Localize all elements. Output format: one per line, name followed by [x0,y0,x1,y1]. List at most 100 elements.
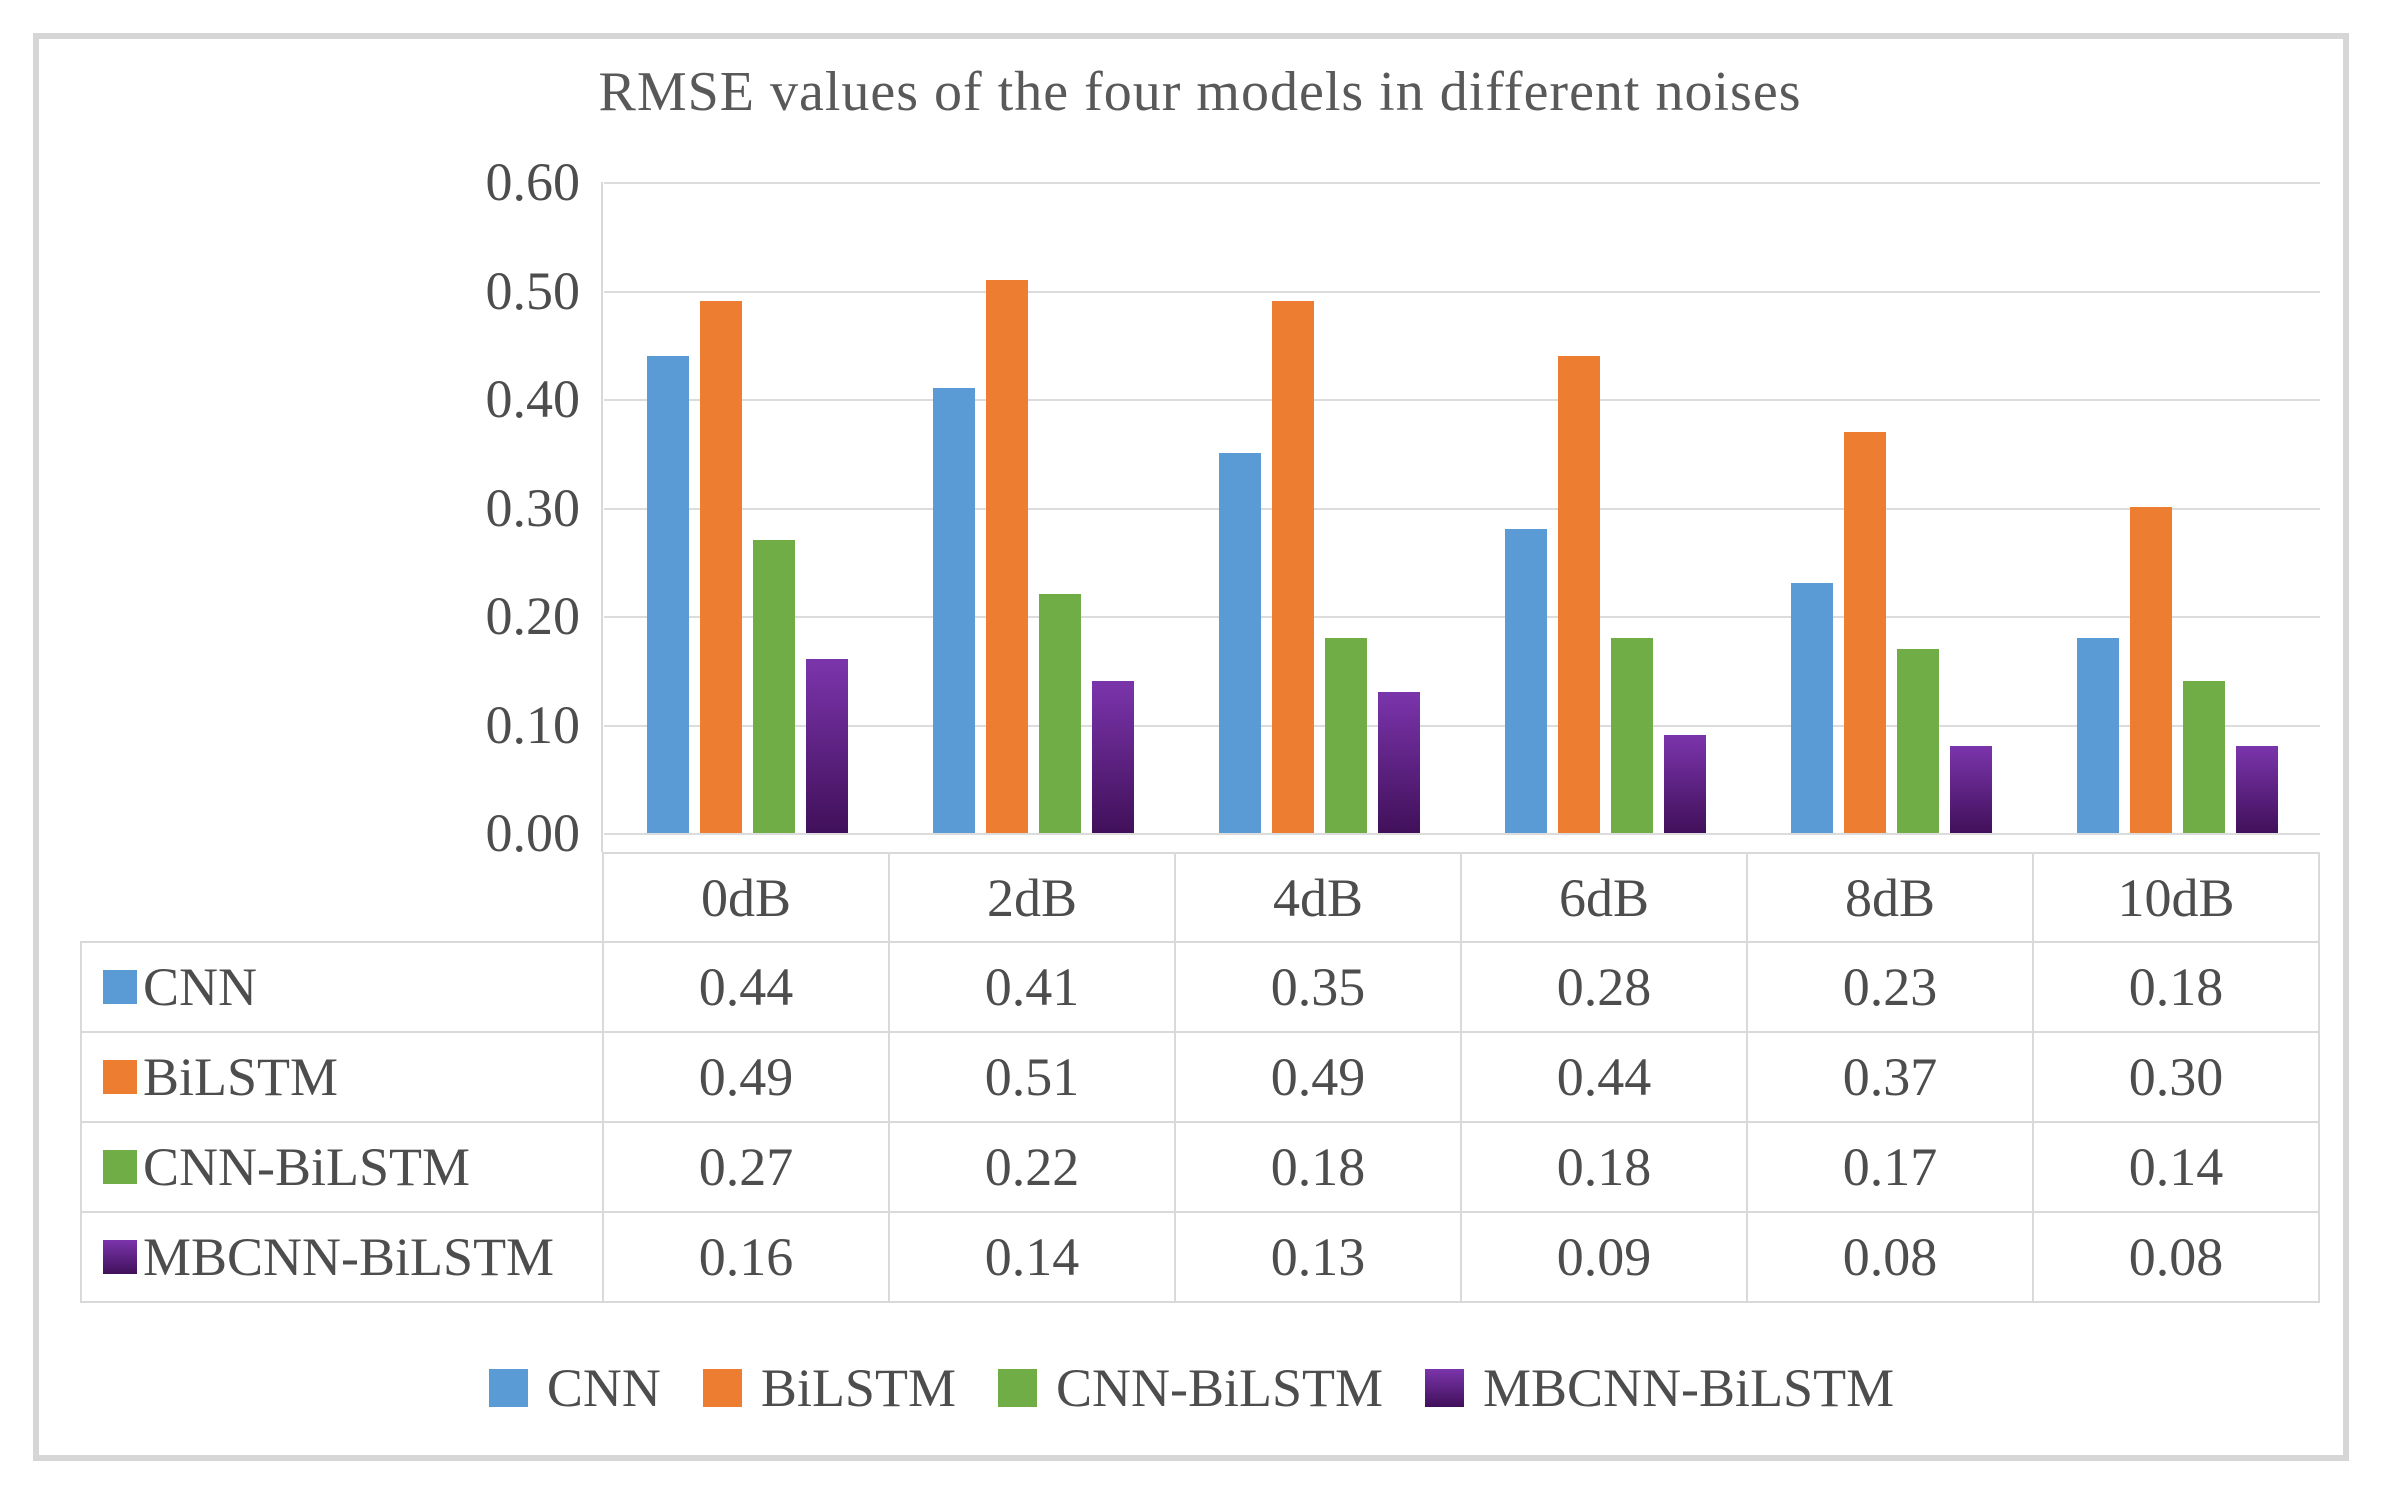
table-value-CNN-2dB: 0.41 [890,943,1176,1033]
legend-swatch-CNN-BiLSTM [997,1369,1037,1407]
table-header-cell-2dB: 2dB [890,852,1176,943]
table-value-CNN-BiLSTM-2dB: 0.22 [890,1123,1176,1213]
bar-MBCNN-BiLSTM-2dB [1091,681,1134,833]
legend-swatch-BiLSTM [702,1369,742,1407]
table-corner-cell [80,852,604,943]
table-row-label-MBCNN-BiLSTM: MBCNN-BiLSTM [80,1213,604,1303]
legend-label-CNN: CNN [546,1358,661,1418]
table-value-BiLSTM-6dB: 0.44 [1462,1033,1748,1123]
table-row-label-text: CNN [143,957,258,1017]
table-value-CNN-BiLSTM-8dB: 0.17 [1748,1123,2034,1213]
legend-item-BiLSTM: BiLSTM [702,1357,956,1419]
legend-item-CNN-BiLSTM: CNN-BiLSTM [997,1357,1384,1419]
gridline [604,616,2320,618]
bar-CNN-6dB [1504,529,1547,833]
table-header-cell-8dB: 8dB [1748,852,2034,943]
series-swatch-BiLSTM [103,1060,137,1094]
table-header-cell-4dB: 4dB [1176,852,1462,943]
table-row-label-text: BiLSTM [143,1047,339,1107]
table-value-BiLSTM-0dB: 0.49 [604,1033,890,1123]
bar-CNN-BiLSTM-2dB [1038,594,1081,833]
y-axis-tick-label: 0.40 [485,369,581,429]
bar-CNN-BiLSTM-8dB [1896,649,1939,833]
bar-MBCNN-BiLSTM-6dB [1663,735,1706,833]
table-value-BiLSTM-4dB: 0.49 [1176,1033,1462,1123]
table-value-CNN-6dB: 0.28 [1462,943,1748,1033]
bar-CNN-BiLSTM-6dB [1610,638,1653,833]
legend-item-MBCNN-BiLSTM: MBCNN-BiLSTM [1425,1357,1894,1419]
table-value-MBCNN-BiLSTM-8dB: 0.08 [1748,1213,2034,1303]
bar-group-4dB [1176,182,1462,833]
table-value-MBCNN-BiLSTM-10dB: 0.08 [2034,1213,2320,1303]
table-value-CNN-0dB: 0.44 [604,943,890,1033]
bar-CNN-10dB [2076,638,2119,833]
bar-BiLSTM-4dB [1271,301,1314,833]
bar-CNN-BiLSTM-4dB [1324,638,1367,833]
table-header-cell-6dB: 6dB [1462,852,1748,943]
table-value-CNN-10dB: 0.18 [2034,943,2320,1033]
data-table: 0dB 2dB 4dB 6dB 8dB 10dB CNN 0.44 0.41 0.35 0.28 0.… [80,852,2320,1303]
bar-BiLSTM-10dB [2129,507,2172,833]
y-axis-tick-label: 0.10 [485,695,581,755]
series-swatch-MBCNN-BiLSTM [103,1240,137,1274]
bar-BiLSTM-2dB [985,280,1028,833]
gridline [604,291,2320,293]
bar-BiLSTM-0dB [699,301,742,833]
bar-CNN-BiLSTM-0dB [752,540,795,833]
table-header-cell-10dB: 10dB [2034,852,2320,943]
table-value-CNN-8dB: 0.23 [1748,943,2034,1033]
series-swatch-CNN [103,970,137,1004]
table-value-CNN-BiLSTM-0dB: 0.27 [604,1123,890,1213]
bar-CNN-BiLSTM-10dB [2182,681,2225,833]
bar-group-8dB [1748,182,2034,833]
table-value-CNN-BiLSTM-6dB: 0.18 [1462,1123,1748,1213]
table-row-label-BiLSTM: BiLSTM [80,1033,604,1123]
table-header-cell-0dB: 0dB [604,852,890,943]
bar-CNN-8dB [1790,583,1833,833]
bar-group-2dB [890,182,1176,833]
bar-MBCNN-BiLSTM-10dB [2235,746,2278,833]
legend-swatch-CNN [488,1369,528,1407]
table-value-MBCNN-BiLSTM-2dB: 0.14 [890,1213,1176,1303]
table-value-BiLSTM-2dB: 0.51 [890,1033,1176,1123]
legend-label-CNN-BiLSTM: CNN-BiLSTM [1055,1358,1384,1418]
gridline [604,508,2320,510]
y-axis-tick-label: 0.20 [485,586,581,646]
table-row-label-CNN-BiLSTM: CNN-BiLSTM [80,1123,604,1213]
plot-area [604,182,2320,835]
table-row-label-CNN: CNN [80,943,604,1033]
bar-group-0dB [604,182,890,833]
table-value-CNN-4dB: 0.35 [1176,943,1462,1033]
bar-BiLSTM-6dB [1557,356,1600,833]
y-axis-line [601,182,603,852]
table-value-CNN-BiLSTM-4dB: 0.18 [1176,1123,1462,1213]
bar-group-10dB [2034,182,2320,833]
gridline [604,399,2320,401]
y-axis-tick-label: 0.50 [485,261,581,321]
table-value-CNN-BiLSTM-10dB: 0.14 [2034,1123,2320,1213]
y-axis-tick-label: 0.60 [485,152,581,212]
series-swatch-CNN-BiLSTM [103,1150,137,1184]
chart-title: RMSE values of the four models in differ… [598,61,1802,123]
bar-MBCNN-BiLSTM-0dB [805,659,848,833]
bar-CNN-4dB [1218,453,1261,833]
legend-label-MBCNN-BiLSTM: MBCNN-BiLSTM [1483,1358,1895,1418]
table-value-BiLSTM-8dB: 0.37 [1748,1033,2034,1123]
chart-legend: CNN BiLSTM CNN-BiLSTM MBCNN-BiLSTM [0,1352,2383,1424]
bar-CNN-2dB [932,388,975,833]
bar-group-6dB [1462,182,1748,833]
table-row-label-text: MBCNN-BiLSTM [143,1227,555,1287]
bar-MBCNN-BiLSTM-8dB [1949,746,1992,833]
bar-CNN-0dB [646,356,689,833]
legend-swatch-MBCNN-BiLSTM [1425,1369,1465,1407]
gridline [604,833,2320,835]
gridline [604,182,2320,184]
legend-item-CNN: CNN [488,1357,661,1419]
gridline [604,725,2320,727]
legend-label-BiLSTM: BiLSTM [760,1358,956,1418]
y-axis-tick-label: 0.30 [485,478,581,538]
table-value-MBCNN-BiLSTM-0dB: 0.16 [604,1213,890,1303]
table-value-BiLSTM-10dB: 0.30 [2034,1033,2320,1123]
table-value-MBCNN-BiLSTM-4dB: 0.13 [1176,1213,1462,1303]
